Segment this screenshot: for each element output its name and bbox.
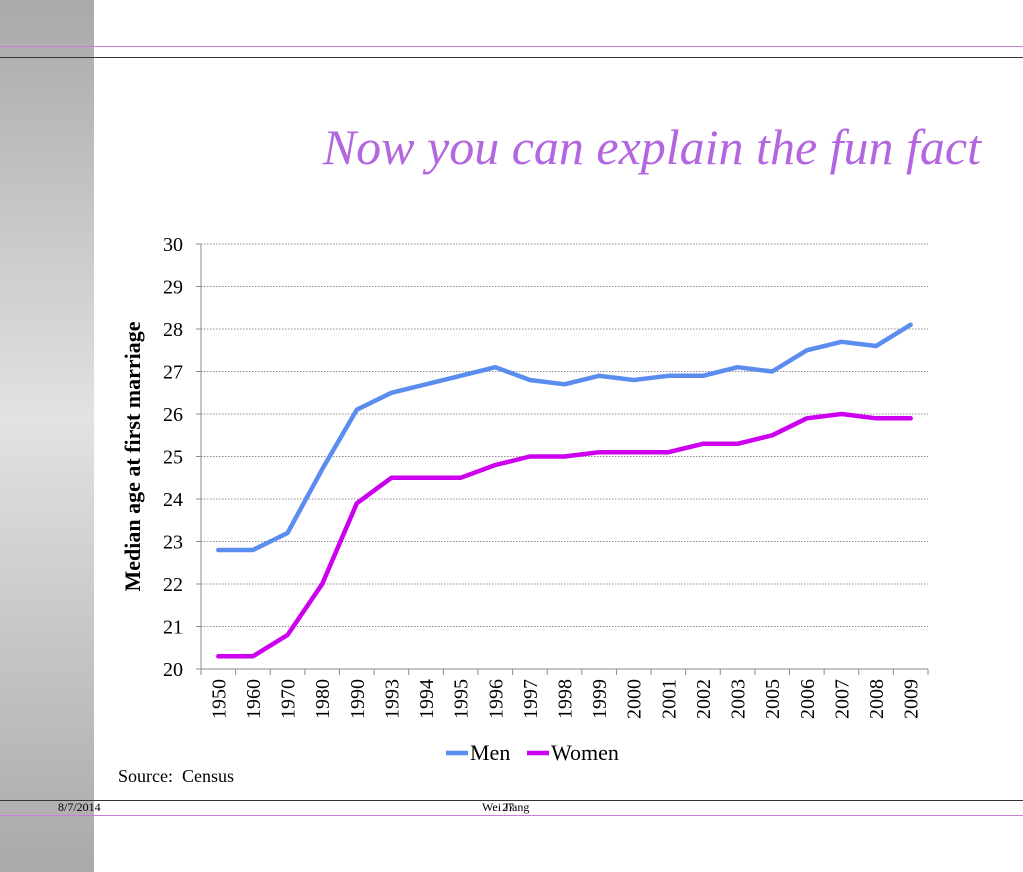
x-tick-label: 1995 bbox=[451, 679, 473, 719]
x-tick-label: 1993 bbox=[381, 679, 403, 719]
bottom-rule-dark bbox=[0, 800, 1023, 801]
y-tick-label: 28 bbox=[163, 319, 183, 341]
x-tick-label: 1997 bbox=[520, 679, 542, 719]
y-tick-label: 25 bbox=[163, 447, 183, 469]
y-tick-label: 22 bbox=[163, 574, 183, 596]
legend-label-women: Women bbox=[551, 740, 619, 765]
x-tick-label: 1960 bbox=[243, 679, 265, 719]
x-tick-label: 2005 bbox=[762, 679, 784, 719]
top-rule-dark bbox=[0, 57, 1023, 58]
x-tick-label: 1980 bbox=[312, 679, 334, 719]
x-tick-label: 1998 bbox=[555, 679, 577, 719]
x-tick-label: 2000 bbox=[624, 679, 646, 719]
bottom-rule-purple bbox=[0, 815, 1023, 816]
x-tick-label: 2003 bbox=[728, 679, 750, 719]
y-tick-label: 29 bbox=[163, 277, 183, 299]
x-tick-label: 1994 bbox=[416, 679, 438, 719]
legend-label-men: Men bbox=[470, 740, 510, 765]
x-tick-label: 2006 bbox=[797, 679, 819, 719]
footer-author: Wei Jiang bbox=[482, 800, 530, 814]
left-decor-bar bbox=[0, 0, 94, 872]
y-axis-title: Median age at first marriage bbox=[120, 321, 145, 591]
x-tick-label: 1950 bbox=[208, 679, 230, 719]
x-tick-label: 2007 bbox=[831, 679, 853, 719]
x-tick-label: 2008 bbox=[866, 679, 888, 719]
x-tick-label: 1990 bbox=[347, 679, 369, 719]
source-note: Source: Census bbox=[118, 766, 234, 786]
x-tick-label: 1996 bbox=[485, 679, 507, 719]
x-tick-label: 2001 bbox=[658, 679, 680, 719]
y-tick-label: 23 bbox=[163, 532, 183, 554]
y-tick-label: 30 bbox=[163, 234, 183, 256]
y-tick-label: 27 bbox=[163, 362, 183, 384]
series-line-men bbox=[216, 322, 913, 553]
y-tick-label: 24 bbox=[163, 489, 183, 511]
y-tick-label: 26 bbox=[163, 404, 183, 426]
series-line-women bbox=[216, 411, 913, 659]
slide-title: Now you can explain the fun fact bbox=[322, 119, 981, 175]
y-tick-label: 20 bbox=[163, 659, 183, 681]
footer-page-number: 27 bbox=[502, 800, 514, 814]
x-tick-label: 2009 bbox=[901, 679, 923, 719]
footer-date: 8/7/2014 bbox=[58, 800, 101, 814]
x-tick-label: 1970 bbox=[278, 679, 300, 719]
x-tick-label: 1999 bbox=[589, 679, 611, 719]
y-tick-label: 21 bbox=[163, 617, 183, 639]
top-rule-purple bbox=[0, 46, 1023, 47]
x-tick-label: 2002 bbox=[693, 679, 715, 719]
